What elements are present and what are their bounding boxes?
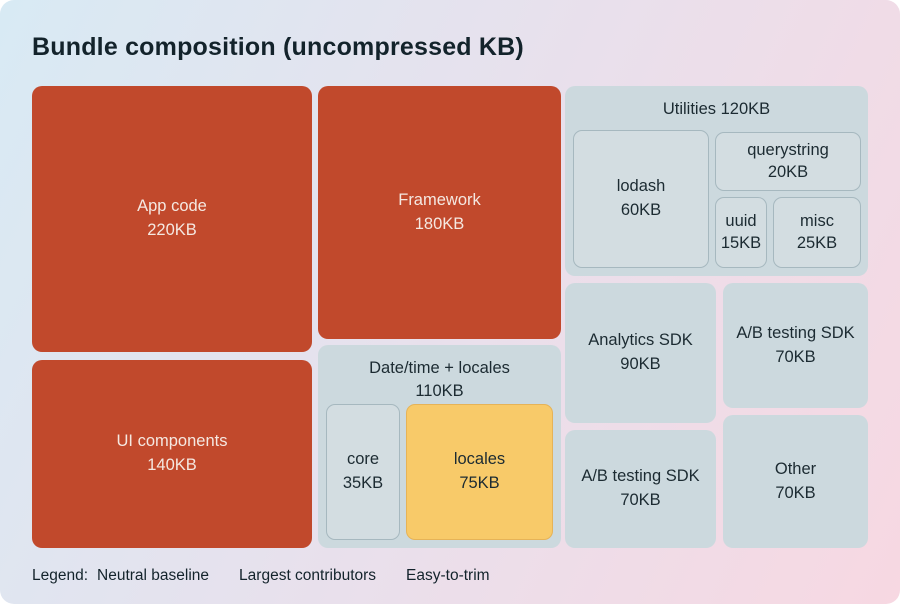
treemap-tile-analytics-sdk: Analytics SDK 90KB <box>565 283 716 423</box>
treemap-tile-other: Other 70KB <box>723 415 868 548</box>
treemap-tile-querystring: querystring 20KB <box>715 132 861 191</box>
legend-item-largest-contributors: Largest contributors <box>239 567 377 584</box>
treemap-tile-app-code: App code 220KB <box>32 86 312 352</box>
tile-value: 15KB <box>720 233 762 252</box>
tile-label: App code <box>137 197 207 216</box>
tile-value: 140KB <box>147 456 197 474</box>
tile-label: querystring <box>747 141 829 160</box>
tile-label: Framework <box>398 190 481 209</box>
tile-value: 75KB <box>459 474 500 492</box>
treemap-tile-lodash: lodash 60KB <box>573 130 709 268</box>
tile-label: A/B testing SDK <box>581 467 700 486</box>
legend: Legend: Neutral baseline Largest contrib… <box>32 567 520 585</box>
group-label-text: Utilities <box>662 100 717 118</box>
treemap-tile-locales: locales 75KB <box>406 404 553 540</box>
tile-value: 20KB <box>767 162 809 181</box>
tile-value: 60KB <box>620 201 662 219</box>
tile-value: 90KB <box>620 355 661 373</box>
treemap-tile-ui-components: UI components 140KB <box>32 360 312 548</box>
tile-label: Other <box>774 459 817 478</box>
group-label-value: 110KB <box>415 382 464 401</box>
tile-label: locales <box>453 450 506 469</box>
tile-value: 35KB <box>342 474 384 492</box>
treemap-tile-core: core 35KB <box>326 404 400 540</box>
legend-prefix: Legend: <box>32 567 89 584</box>
tile-label: uuid <box>725 212 757 231</box>
tile-label: UI components <box>116 432 228 451</box>
tile-value: 180KB <box>414 214 465 233</box>
treemap-group-datetime-locales: Date/time + locales 110KB core 35KB loca… <box>318 345 561 548</box>
tile-value: 25KB <box>796 233 838 252</box>
group-label-value: 120KB <box>720 100 771 118</box>
treemap-tile-framework: Framework 180KB <box>318 86 561 339</box>
tile-label: misc <box>800 212 834 231</box>
tile-value: 70KB <box>620 491 661 509</box>
tile-label: Analytics SDK <box>588 331 693 350</box>
tile-value: 70KB <box>775 347 816 366</box>
treemap-tile-misc: misc 25KB <box>773 197 861 268</box>
tile-label: lodash <box>616 177 666 196</box>
legend-item-neutral-baseline: Neutral baseline <box>97 567 210 584</box>
group-label: Date/time + locales 110KB <box>318 345 561 403</box>
tile-label: core <box>346 450 380 469</box>
treemap-tile-ab-testing-sdk-right: A/B testing SDK 70KB <box>723 283 868 408</box>
chart-title: Bundle composition (uncompressed KB) <box>32 33 524 61</box>
legend-item-easy-to-trim: Easy-to-trim <box>406 567 490 584</box>
group-label-text: Date/time + locales <box>369 359 510 377</box>
tile-value: 70KB <box>775 483 816 502</box>
tile-label: A/B testing SDK <box>736 323 855 342</box>
group-label: Utilities 120KB <box>565 86 868 121</box>
treemap-tile-ab-testing-sdk-bottom: A/B testing SDK 70KB <box>565 430 716 548</box>
tile-value: 220KB <box>147 221 197 239</box>
treemap-tile-uuid: uuid 15KB <box>715 197 767 268</box>
treemap-group-utilities: Utilities 120KB lodash 60KB querystring … <box>565 86 868 276</box>
